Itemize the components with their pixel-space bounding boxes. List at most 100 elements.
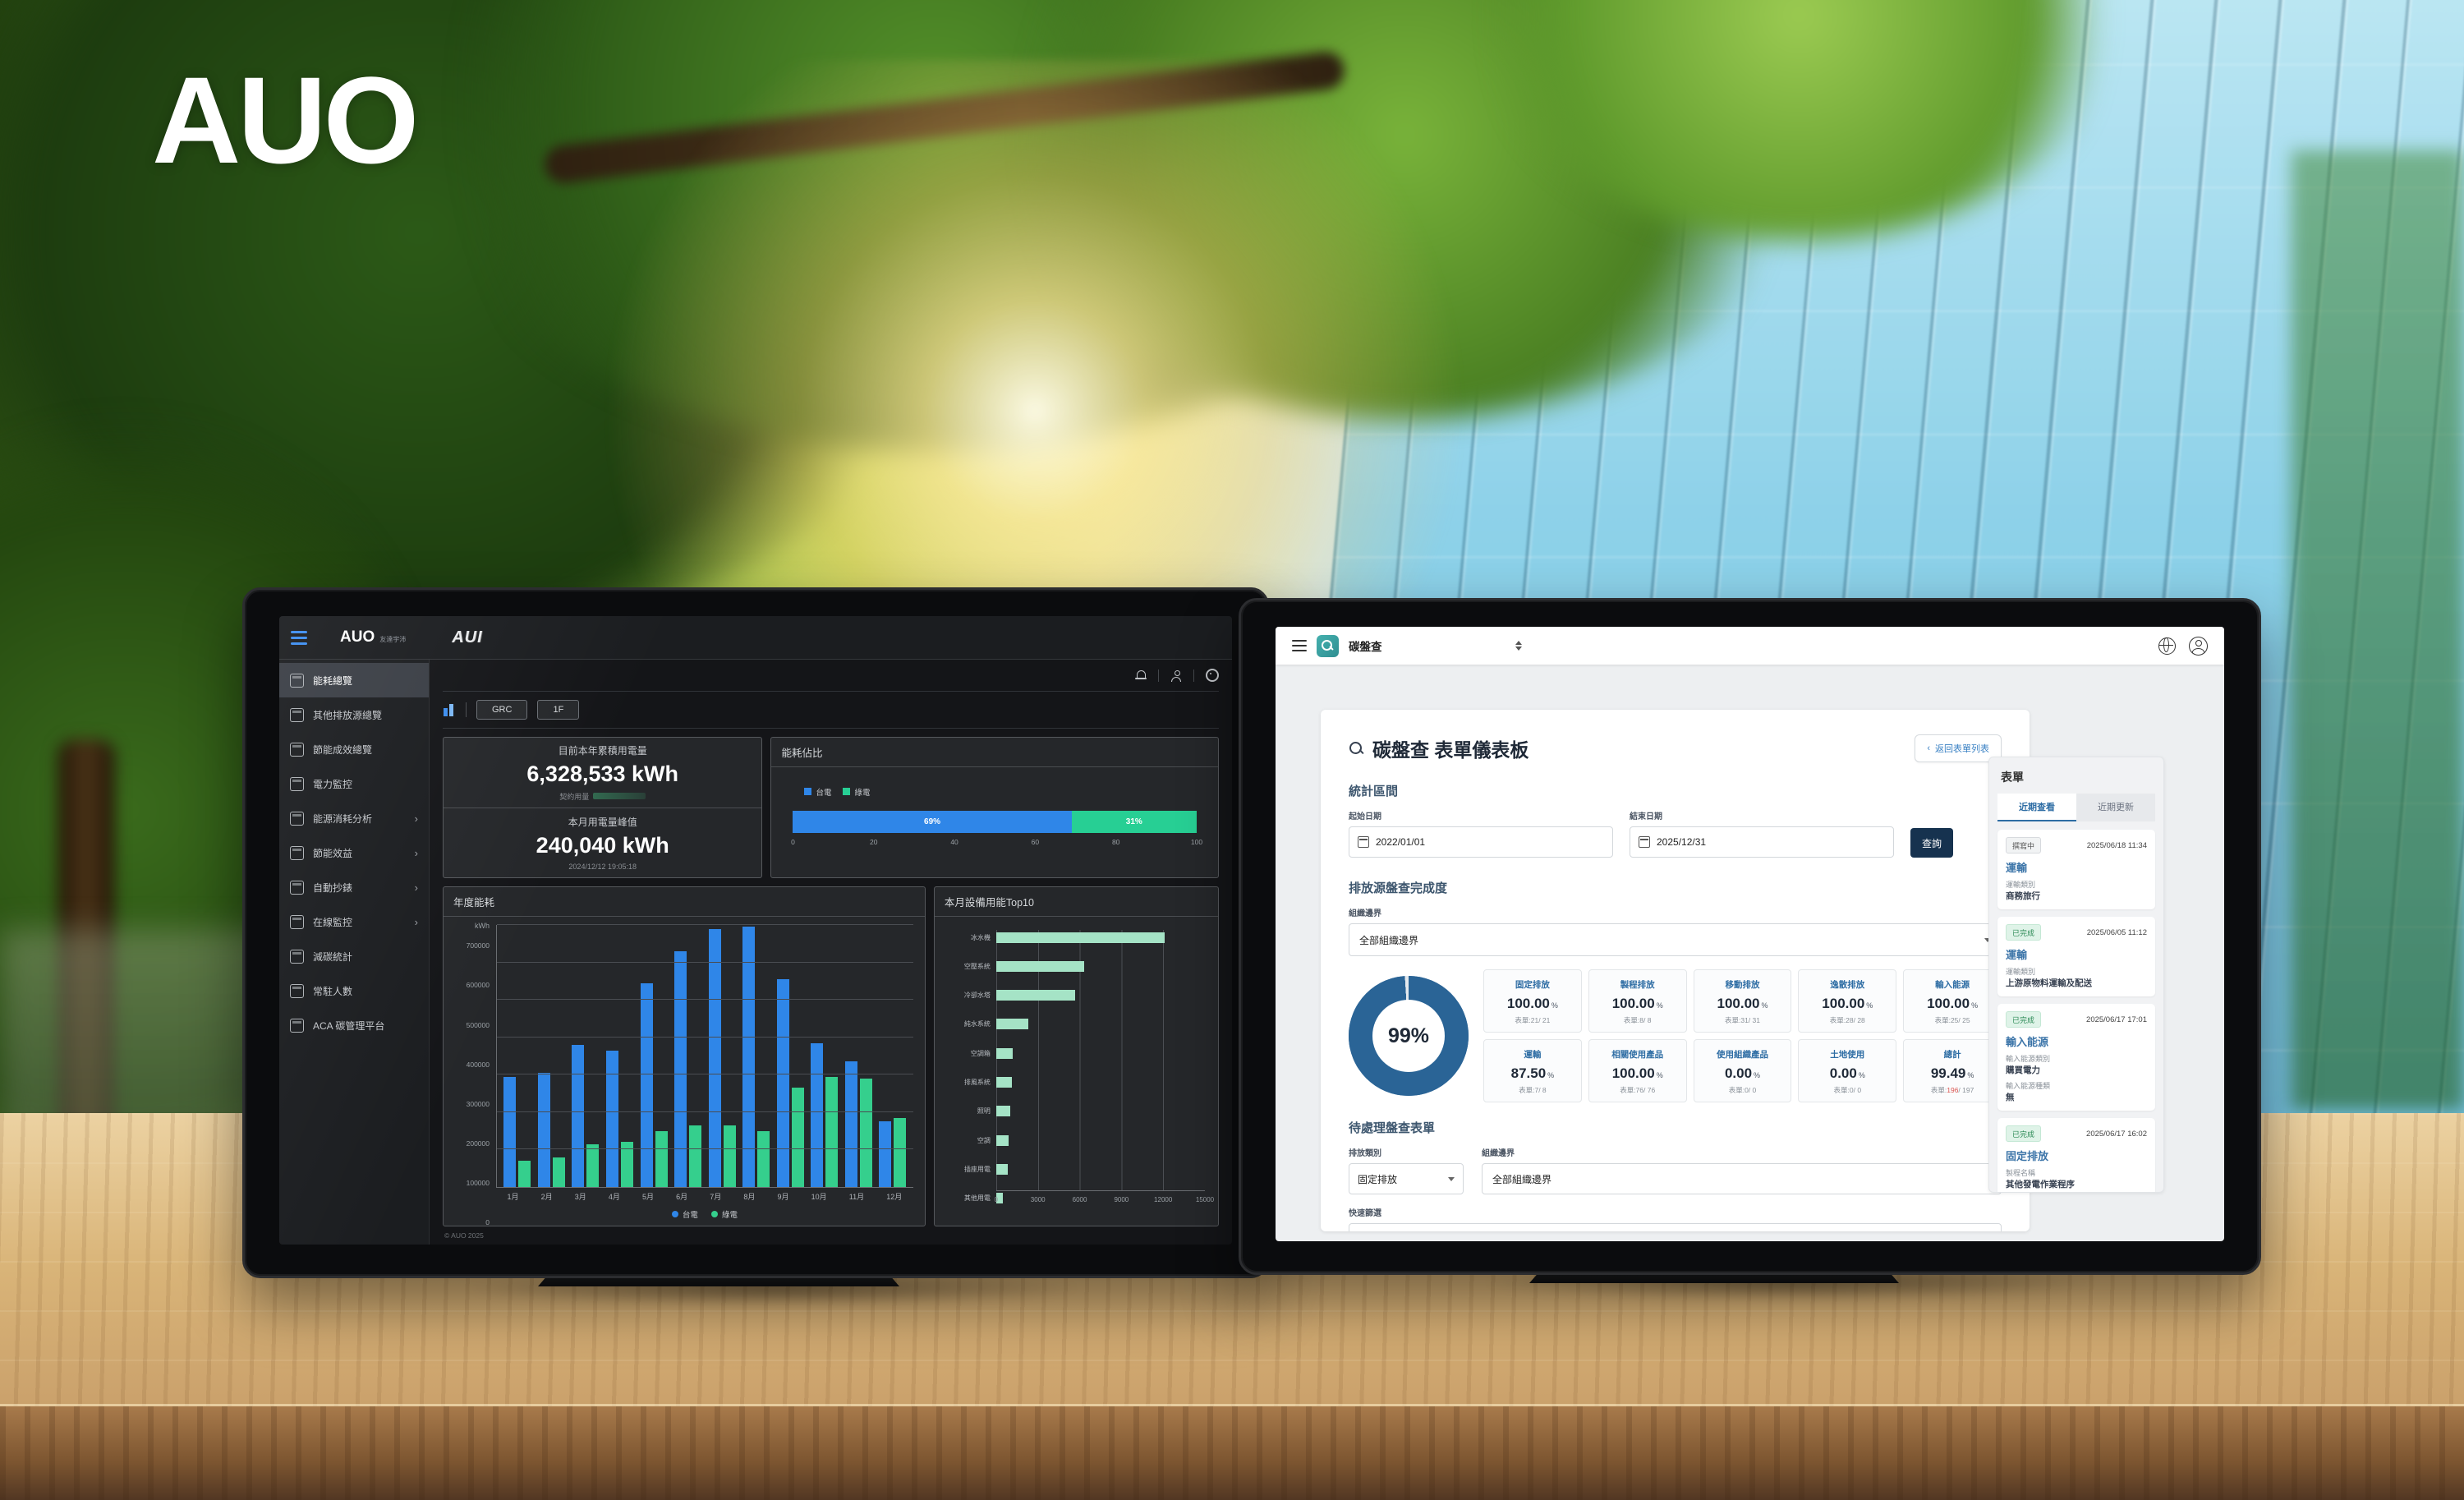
bar	[879, 1121, 892, 1187]
card-title: 本月設備用能Top10	[934, 887, 1218, 917]
sidebar-item-2[interactable]: 其他排放源總覽	[279, 697, 429, 732]
tab-recently-updated[interactable]: 近期更新	[2076, 794, 2155, 821]
bar-chart-plot	[496, 924, 913, 1188]
org-boundary-field[interactable]: 全部組織邊界	[1482, 1163, 2002, 1194]
tab-1f[interactable]: 1F	[537, 700, 580, 720]
building-reflection	[2292, 150, 2464, 1111]
sidebar-item-4[interactable]: 電力監控	[279, 766, 429, 801]
left-monitor: AUO 友達宇沛 AUI 能耗總覽 其他排放源總覽節能成效總覽電力監控 能源消耗分析…	[242, 587, 1269, 1278]
sidebar-item-icon	[290, 673, 304, 688]
hbar-row: 純水系統	[941, 1019, 1207, 1030]
status-badge: 已完成	[2006, 924, 2042, 941]
sidebar-item-7[interactable]: 自動抄錶 ›	[279, 870, 429, 904]
bar-group	[674, 925, 702, 1187]
bar-group	[811, 925, 839, 1187]
completion-card-title: 輸入能源	[1935, 980, 1970, 990]
sidebar-item-6[interactable]: 節能效益 ›	[279, 835, 429, 870]
completion-card: 輸入能源 100.00% 表單:25/ 25	[1903, 969, 2002, 1033]
kpi-value: 240,040 kWh	[536, 832, 669, 858]
form-list-item[interactable]: 撰寫中 2025/06/18 11:34 運輸 運輸類別 商務旅行	[1997, 830, 2155, 909]
sidebar-item-9[interactable]: 減碳統計	[279, 939, 429, 973]
completion-card-sub: 表單:21/ 21	[1515, 1016, 1551, 1024]
sidebar-item-11[interactable]: ACA 碳管理平台	[279, 1008, 429, 1042]
completion-card-grid: 固定排放 100.00% 表單:21/ 21 製程排放 100.00% 表單:8/ 8 移動…	[1483, 969, 2002, 1102]
completion-card-title: 製程排放	[1620, 980, 1655, 990]
quick-filter-dropdown[interactable]	[1349, 1223, 2002, 1231]
tab-recently-viewed[interactable]: 近期查看	[1997, 794, 2076, 821]
bar	[776, 979, 789, 1187]
form-date: 2025/06/17 16:02	[2086, 1129, 2147, 1139]
form-date: 2025/06/18 11:34	[2086, 840, 2147, 850]
query-button[interactable]: 查詢	[1910, 828, 1953, 858]
chart-legend: 台電 綠電	[496, 1206, 913, 1222]
gear-icon[interactable]	[1206, 669, 1219, 682]
form-title-link[interactable]: 運輸	[2006, 862, 2028, 874]
end-date-field[interactable]: 2025/12/31	[1630, 826, 1894, 858]
chart-legend: 台電 綠電	[804, 786, 1197, 798]
completion-card-sub: 表單:196/ 197	[1930, 1086, 1974, 1094]
bar	[995, 1047, 1014, 1059]
menu-icon[interactable]	[291, 630, 307, 645]
sidebar-item-label: ACA 碳管理平台	[313, 1019, 385, 1032]
tab-grc[interactable]: GRC	[476, 700, 528, 720]
globe-icon[interactable]	[2158, 637, 2176, 655]
completion-card-title: 土地使用	[1830, 1050, 1865, 1060]
sidebar-item-label: 自動抄錶	[313, 881, 353, 894]
section-statistics-interval: 統計區間	[1349, 785, 1399, 798]
form-title-link[interactable]: 固定排放	[2006, 1150, 2049, 1162]
hbar-row: 空壓系統	[941, 960, 1207, 972]
card-title: 年度能耗	[444, 887, 925, 917]
form-title-link[interactable]: 運輸	[2006, 949, 2028, 961]
sidebar-item-8[interactable]: 在線監控 ›	[279, 904, 429, 939]
sidebar-item-icon	[290, 983, 304, 998]
dashboard-header: AUO 友達宇沛 AUI	[279, 616, 1232, 660]
emission-category-select[interactable]: 固定排放	[1349, 1163, 1464, 1194]
completion-card-sub: 表單:25/ 25	[1934, 1016, 1970, 1024]
completion-card: 逸散排放 100.00% 表單:28/ 28	[1798, 969, 1897, 1033]
completion-card: 移動排放 100.00% 表單:31/ 31	[1693, 969, 1792, 1033]
calendar-icon	[1358, 836, 1369, 848]
bar	[689, 1125, 702, 1187]
start-date-field[interactable]: 2022/01/01	[1349, 826, 1613, 858]
bar	[995, 990, 1075, 1001]
user-icon[interactable]	[1170, 669, 1182, 682]
kpi-subtext: 契約用量	[559, 791, 646, 802]
quick-filter-label: 快速篩選	[1349, 1209, 1381, 1218]
bar-group	[844, 925, 872, 1187]
menu-icon[interactable]	[1292, 639, 1307, 652]
bar-group	[742, 925, 770, 1187]
stacked-ratio-bar: 69% 31%	[793, 810, 1197, 833]
sidebar-item-1[interactable]: 能耗總覽	[279, 663, 429, 697]
account-icon[interactable]	[2189, 636, 2208, 656]
form-list-item[interactable]: 已完成 2025/06/05 11:12 運輸 運輸類別 上游原物料運輸及配送	[1997, 917, 2155, 996]
back-to-form-list-button[interactable]: ‹ 返回表單列表	[1915, 734, 2002, 762]
bar	[995, 1106, 1010, 1117]
completion-card-title: 使用組織產品	[1716, 1050, 1768, 1060]
bar-group	[708, 925, 736, 1187]
secondary-logo: AUI	[452, 628, 483, 646]
sidebar-item-label: 減碳統計	[313, 950, 353, 963]
green-usage-bar	[593, 793, 646, 800]
sidebar-item-10[interactable]: 常駐人數	[279, 973, 429, 1008]
bar-group	[879, 925, 907, 1187]
bar	[825, 1076, 839, 1187]
calendar-icon	[1639, 836, 1650, 848]
form-title-link[interactable]: 輸入能源	[2006, 1036, 2049, 1048]
expand-collapse-icon[interactable]	[1515, 641, 1522, 651]
sidebar-item-label: 節能成效總覽	[313, 743, 373, 756]
org-boundary-select[interactable]: 全部組織邊界	[1349, 923, 2002, 956]
sidebar-item-icon	[290, 811, 304, 826]
app-logo-icon	[1317, 634, 1339, 657]
bell-icon[interactable]	[1135, 669, 1147, 681]
donut-center-label: 99%	[1372, 1000, 1445, 1072]
chevron-down-icon	[1448, 1176, 1455, 1181]
sidebar-item-3[interactable]: 節能成效總覽	[279, 732, 429, 766]
energy-dashboard-screen: AUO 友達宇沛 AUI 能耗總覽 其他排放源總覽節能成效總覽電力監控 能源消耗分析…	[279, 616, 1232, 1245]
bar-group	[640, 925, 668, 1187]
form-list-item[interactable]: 已完成 2025/06/17 17:01 輸入能源 輸入能源類別 購買電力 輸入能源種類無	[1997, 1004, 2155, 1111]
section-completion: 排放源盤查完成度	[1349, 881, 1448, 895]
sidebar-item-5[interactable]: 能源消耗分析 ›	[279, 801, 429, 835]
y-axis-unit: kWh	[475, 922, 490, 930]
bar	[995, 1134, 1009, 1146]
